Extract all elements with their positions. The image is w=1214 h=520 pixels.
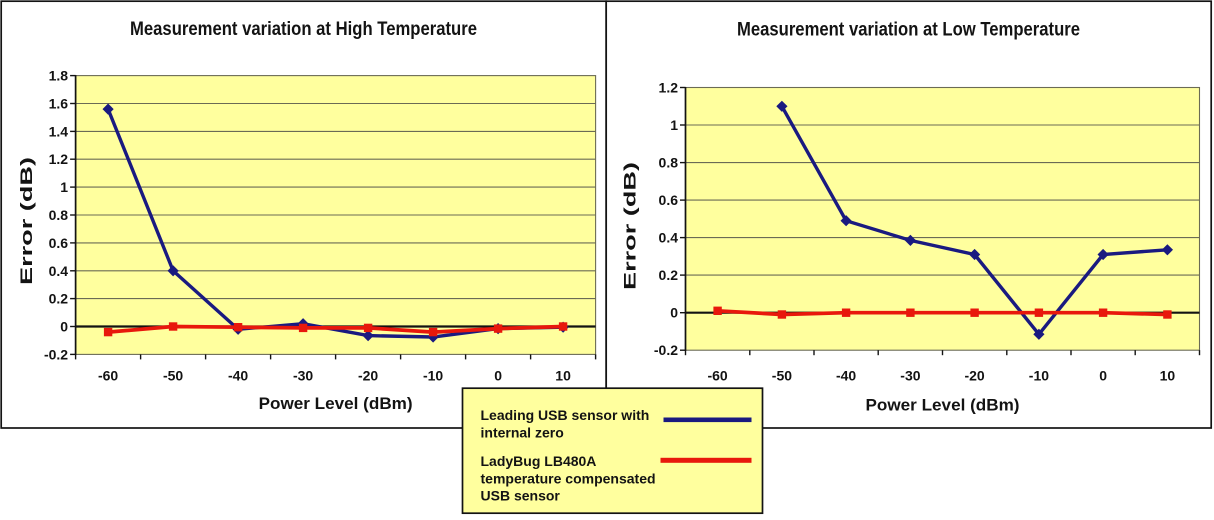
svg-text:0.4: 0.4 — [49, 263, 69, 279]
svg-text:10: 10 — [1160, 368, 1176, 384]
svg-text:0.6: 0.6 — [49, 235, 69, 251]
svg-text:-60: -60 — [707, 368, 727, 384]
svg-text:0.4: 0.4 — [659, 230, 679, 246]
svg-text:1.4: 1.4 — [49, 123, 69, 139]
svg-text:Error (dB): Error (dB) — [621, 162, 640, 290]
svg-text:Error (dB): Error (dB) — [17, 157, 36, 285]
svg-text:1: 1 — [60, 179, 68, 195]
svg-text:Measurement variation at High: Measurement variation at High Temperatur… — [130, 19, 477, 40]
svg-text:-20: -20 — [964, 368, 984, 384]
svg-text:1: 1 — [670, 117, 678, 133]
svg-text:0.8: 0.8 — [659, 155, 679, 171]
svg-text:-0.2: -0.2 — [44, 346, 68, 362]
svg-text:-30: -30 — [900, 368, 920, 384]
svg-text:Measurement variation at Low T: Measurement variation at Low Temperature — [737, 20, 1080, 41]
svg-text:0: 0 — [1099, 368, 1107, 384]
svg-text:LadyBug LB480A: LadyBug LB480A — [481, 453, 597, 469]
svg-text:0: 0 — [60, 319, 68, 335]
svg-text:-0.2: -0.2 — [654, 342, 678, 358]
svg-text:-30: -30 — [293, 367, 313, 383]
svg-text:-60: -60 — [98, 367, 118, 383]
svg-text:-50: -50 — [772, 368, 792, 384]
svg-text:1.2: 1.2 — [49, 151, 69, 167]
svg-text:-20: -20 — [358, 367, 378, 383]
svg-text:-10: -10 — [1029, 368, 1049, 384]
svg-text:-10: -10 — [423, 367, 443, 383]
svg-text:0.8: 0.8 — [49, 207, 69, 223]
svg-text:1.6: 1.6 — [49, 96, 69, 112]
svg-text:internal zero: internal zero — [481, 425, 564, 441]
svg-text:Leading USB sensor with: Leading USB sensor with — [481, 407, 650, 423]
svg-text:-50: -50 — [163, 367, 183, 383]
svg-text:Power Level (dBm): Power Level (dBm) — [259, 394, 413, 413]
svg-text:-40: -40 — [836, 368, 856, 384]
svg-text:10: 10 — [555, 367, 571, 383]
svg-text:0: 0 — [494, 367, 502, 383]
svg-text:USB sensor: USB sensor — [481, 488, 561, 504]
svg-text:-40: -40 — [228, 367, 248, 383]
svg-text:temperature compensated: temperature compensated — [481, 471, 656, 487]
svg-text:1.2: 1.2 — [659, 80, 679, 96]
svg-text:0.2: 0.2 — [659, 267, 679, 283]
svg-text:0.6: 0.6 — [659, 192, 679, 208]
svg-text:0: 0 — [670, 305, 678, 321]
svg-text:1.8: 1.8 — [49, 68, 69, 84]
svg-text:0.2: 0.2 — [49, 291, 69, 307]
svg-text:Power Level (dBm): Power Level (dBm) — [866, 396, 1020, 415]
